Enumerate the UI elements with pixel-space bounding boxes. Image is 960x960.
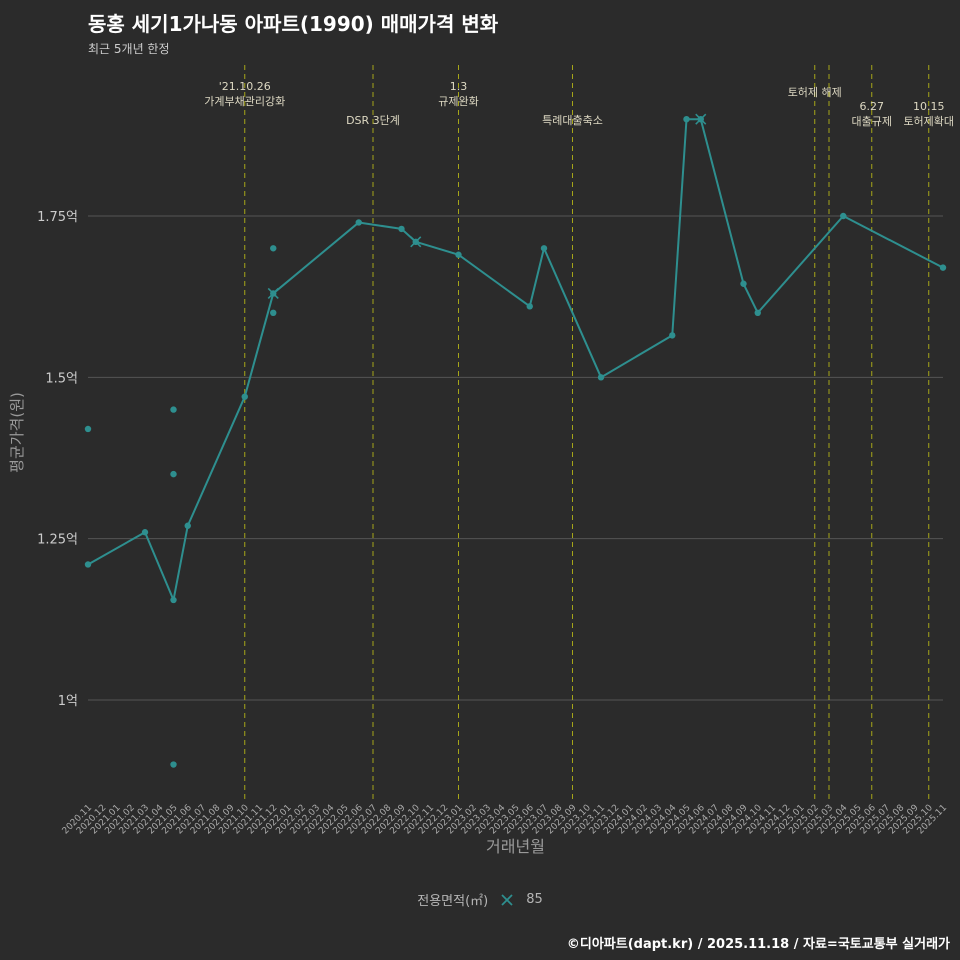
y-tick-label: 1.25억 bbox=[37, 533, 78, 548]
event-label: 토허제확대 bbox=[903, 115, 954, 128]
scatter-point bbox=[170, 406, 177, 413]
x-marker bbox=[267, 287, 279, 300]
data-point bbox=[540, 245, 548, 252]
x-marker bbox=[410, 236, 422, 248]
data-point bbox=[669, 332, 676, 339]
data-point bbox=[184, 522, 191, 529]
x-axis-title: 거래년월 bbox=[486, 837, 545, 856]
data-point bbox=[597, 374, 605, 381]
event-label: 10.15 bbox=[913, 100, 945, 113]
data-point bbox=[939, 264, 947, 271]
event-label: 특례대출축소 bbox=[542, 114, 603, 127]
event-label: 6.27 bbox=[860, 100, 885, 113]
legend-label: 전용면적(㎡) bbox=[417, 894, 489, 909]
data-point bbox=[355, 219, 362, 226]
data-point bbox=[84, 561, 92, 568]
y-tick-label: 1억 bbox=[58, 694, 78, 709]
legend-series-value: 85 bbox=[526, 892, 543, 907]
scatter-point bbox=[170, 761, 177, 768]
event-label: 1.3 bbox=[450, 80, 468, 93]
scatter-point bbox=[170, 470, 177, 478]
price-line bbox=[87, 118, 944, 601]
event-label: 대출규제 bbox=[852, 115, 892, 128]
data-point bbox=[170, 596, 177, 604]
data-point bbox=[840, 212, 847, 220]
data-point bbox=[141, 529, 149, 536]
data-point bbox=[740, 280, 747, 287]
event-label: '21.10.26 bbox=[219, 80, 271, 93]
page-subtitle: 최근 5개년 한정 bbox=[88, 42, 170, 56]
x-marker bbox=[695, 113, 707, 125]
data-point bbox=[526, 303, 533, 310]
scatter-point bbox=[84, 425, 92, 433]
legend: 전용면적(㎡) 85 bbox=[0, 890, 960, 909]
source-credit: ©디아파트(dapt.kr) / 2025.11.18 / 자료=국토교통부 실… bbox=[566, 937, 950, 952]
event-label: 가계부채관리강화 bbox=[204, 95, 285, 108]
y-tick-label: 1.5억 bbox=[45, 371, 78, 386]
page-title: 동홍 세기1가나동 아파트(1990) 매매가격 변화 bbox=[88, 12, 499, 36]
data-point bbox=[241, 393, 248, 400]
legend-x-marker-icon bbox=[501, 893, 513, 906]
event-label: DSR 3단계 bbox=[346, 114, 400, 127]
event-label: 토허제 해제 bbox=[788, 85, 842, 99]
event-label: 규제완화 bbox=[438, 95, 478, 108]
data-point bbox=[398, 225, 405, 233]
data-point bbox=[683, 116, 690, 123]
scatter-point bbox=[270, 309, 277, 316]
scatter-point bbox=[270, 245, 277, 252]
data-point bbox=[455, 251, 462, 258]
y-axis-title: 평균가격(원) bbox=[8, 392, 26, 473]
y-tick-label: 1.75억 bbox=[37, 210, 78, 225]
data-point bbox=[754, 309, 761, 316]
